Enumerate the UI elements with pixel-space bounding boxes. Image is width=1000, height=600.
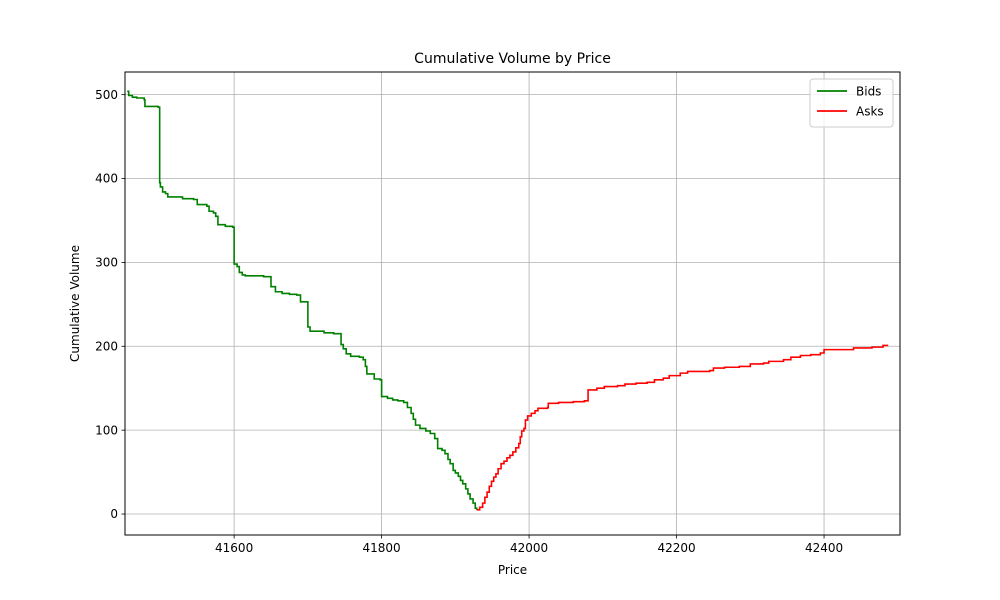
axes-frame xyxy=(124,71,901,536)
y-tick-label: 300 xyxy=(95,256,118,270)
x-tick-label: 41600 xyxy=(215,541,253,555)
grid-lines xyxy=(125,72,900,535)
x-tick-label: 42200 xyxy=(657,541,695,555)
x-tick-label: 42400 xyxy=(805,541,843,555)
legend-label-asks: Asks xyxy=(856,105,884,119)
series-line-asks xyxy=(476,344,889,511)
y-tick-label: 100 xyxy=(95,423,118,437)
chart-title: Cumulative Volume by Price xyxy=(414,51,611,67)
y-tick-label: 0 xyxy=(110,507,118,521)
series-line-bids xyxy=(127,90,478,510)
x-tick-label: 42000 xyxy=(510,541,548,555)
x-axis-label: Price xyxy=(498,563,527,577)
y-tick-label: 400 xyxy=(95,172,118,186)
y-axis-label: Cumulative Volume xyxy=(68,245,82,362)
x-tick-label: 41800 xyxy=(363,541,401,555)
y-axis-ticks: 0 100 200 300 400 500 xyxy=(95,88,125,521)
x-axis-ticks: 41600 41800 42000 42200 42400 xyxy=(215,535,843,555)
plot-area xyxy=(127,90,889,511)
y-tick-label: 500 xyxy=(95,88,118,102)
legend: Bids Asks xyxy=(809,78,894,128)
legend-label-bids: Bids xyxy=(856,85,881,99)
y-tick-label: 200 xyxy=(95,339,118,353)
